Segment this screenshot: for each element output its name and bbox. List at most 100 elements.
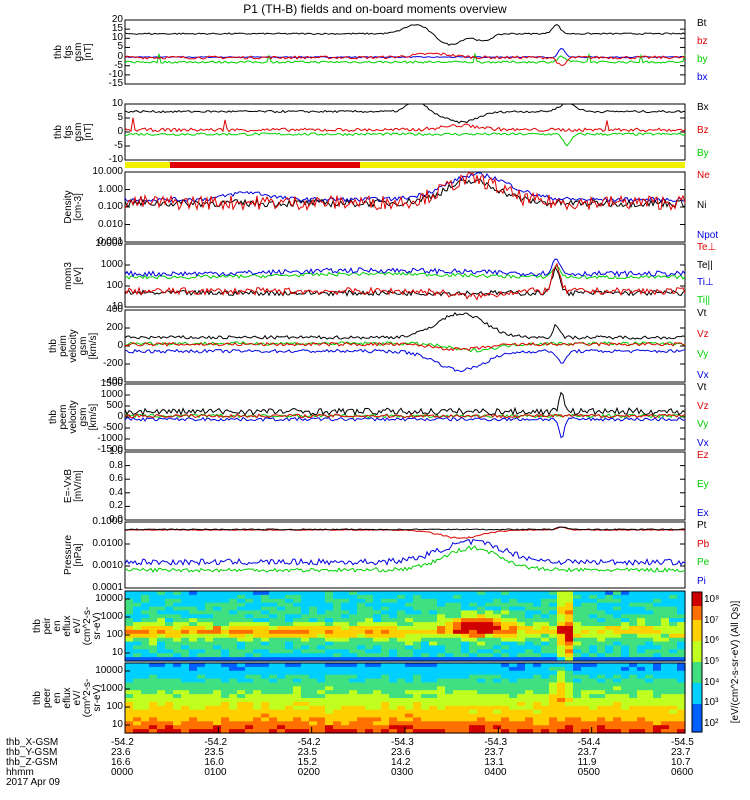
heatmap-cell [621, 682, 630, 687]
heatmap-cell [485, 705, 494, 711]
heatmap-cell [661, 670, 670, 676]
heatmap-cell [309, 701, 318, 707]
heatmap-cell [349, 626, 358, 631]
heatmap-cell [437, 674, 446, 680]
heatmap-cell [637, 649, 646, 654]
heatmap-cell [405, 602, 414, 608]
heatmap-cell [557, 729, 566, 734]
heatmap-cell [389, 709, 398, 715]
heatmap-cell [149, 657, 158, 662]
y-tick-label: -5 [114, 59, 123, 71]
heatmap-cell [621, 729, 630, 734]
heatmap-cell [261, 622, 270, 627]
colorbar-tick-label: 10⁷ [704, 614, 719, 626]
heatmap-cell [573, 591, 582, 596]
heatmap-cell [165, 653, 174, 658]
heatmap-cell [133, 614, 142, 619]
heatmap-cell [125, 618, 134, 623]
heatmap-cell [661, 682, 670, 687]
heatmap-cell [173, 721, 182, 726]
heatmap-cell [141, 633, 150, 639]
heatmap-cell [541, 645, 550, 650]
heatmap-cell [541, 606, 550, 612]
heatmap-cell [581, 618, 590, 623]
heatmap-cell [165, 729, 174, 734]
heatmap-cell [381, 610, 390, 615]
heatmap-cell [213, 717, 222, 722]
heatmap-cell [469, 602, 478, 608]
heatmap-cell [261, 698, 270, 703]
heatmap-cell [517, 670, 526, 676]
y-axis-label-line: [km/s] [88, 403, 99, 431]
heatmap-cell [389, 618, 398, 623]
y-tick-label: 100 [106, 629, 123, 640]
heatmap-cell [557, 705, 566, 711]
heatmap-cell [237, 674, 246, 680]
heatmap-cell [437, 721, 446, 726]
heatmap-cell [365, 591, 374, 596]
heatmap-cell [525, 610, 534, 615]
heatmap-cell [301, 622, 310, 627]
heatmap-cell [213, 690, 222, 695]
heatmap-cell [501, 682, 510, 687]
heatmap-cell [445, 694, 454, 699]
colorbar-tick-label: 10⁸ [704, 594, 720, 605]
heatmap-cell [493, 618, 502, 623]
heatmap-cell [309, 618, 318, 623]
heatmap-cell [653, 645, 662, 650]
heatmap-cell [477, 602, 486, 608]
heatmap-cell [261, 729, 270, 734]
heatmap-cell [677, 709, 686, 715]
heatmap-cell [149, 694, 158, 699]
heatmap-cell [661, 622, 670, 627]
heatmap-cell [565, 633, 574, 639]
heatmap-cell [165, 713, 174, 719]
heatmap-cell [341, 721, 350, 726]
heatmap-cell [509, 602, 518, 608]
heatmap-cell [165, 709, 174, 715]
heatmap-cell [629, 598, 638, 604]
heatmap-cell [125, 649, 134, 654]
heatmap-cell [261, 678, 270, 684]
heatmap-cell [541, 674, 550, 680]
heatmap-cell [461, 705, 470, 711]
heatmap-cell [165, 626, 174, 631]
heatmap-cell [213, 602, 222, 608]
heatmap-cell [381, 598, 390, 604]
heatmap-cell [141, 594, 150, 600]
heatmap-cell [341, 610, 350, 615]
heatmap-cell [549, 618, 558, 623]
heatmap-cell [333, 721, 342, 726]
heatmap-cell [141, 618, 150, 623]
heatmap-cell [557, 594, 566, 600]
heatmap-cell [477, 674, 486, 680]
heatmap-cell [205, 682, 214, 687]
heatmap-cell [637, 705, 646, 711]
heatmap-cell [357, 598, 366, 604]
heatmap-cell [413, 649, 422, 654]
heatmap-cell [573, 713, 582, 719]
heatmap-cell [381, 670, 390, 676]
heatmap-cell [333, 606, 342, 612]
heatmap-cell [645, 641, 654, 647]
heatmap-cell [141, 602, 150, 608]
heatmap-cell [205, 594, 214, 600]
heatmap-cell [565, 694, 574, 699]
heatmap-cell [565, 705, 574, 711]
legend-entry-peim: Vz [697, 328, 709, 340]
heatmap-cell [341, 682, 350, 687]
heatmap-cell [525, 674, 534, 680]
heatmap-cell [229, 713, 238, 719]
heatmap-cell [213, 641, 222, 647]
heatmap-cell [333, 614, 342, 619]
heatmap-cell [541, 690, 550, 695]
heatmap-cell [509, 717, 518, 722]
heatmap-cell [133, 649, 142, 654]
heatmap-cell [621, 701, 630, 707]
heatmap-cell [541, 657, 550, 662]
heatmap-cell [581, 686, 590, 691]
heatmap-cell [509, 641, 518, 647]
heatmap-cell [357, 721, 366, 726]
heatmap-cell [397, 610, 406, 615]
heatmap-cell [485, 606, 494, 612]
